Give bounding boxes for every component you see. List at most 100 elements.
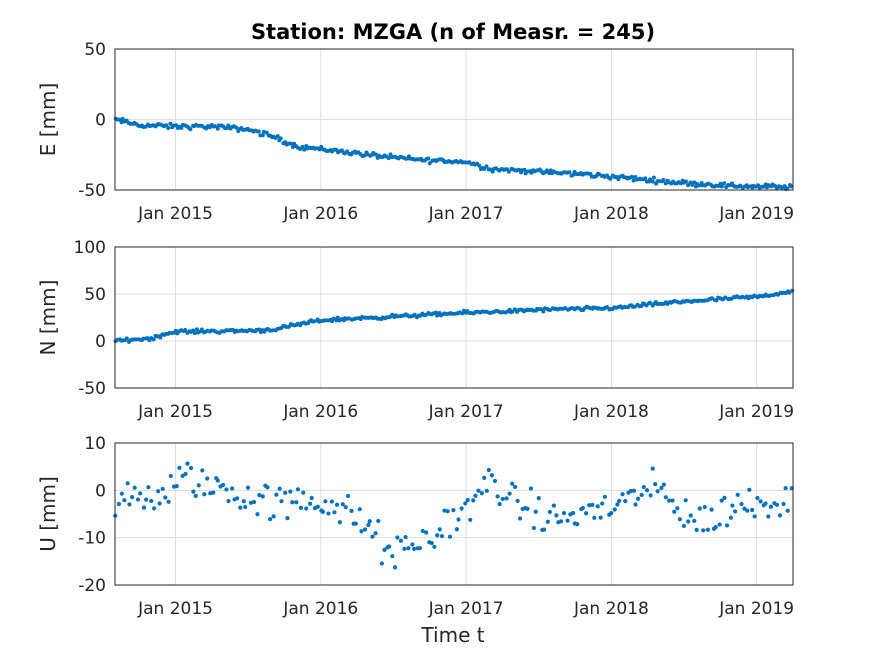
data-point	[116, 501, 122, 507]
data-point	[309, 495, 314, 501]
data-point	[301, 490, 306, 495]
data-point	[323, 499, 328, 504]
x-tick-label: Jan 2017	[428, 599, 504, 619]
data-point	[199, 327, 204, 332]
data-point	[390, 554, 395, 559]
data-point	[220, 482, 226, 488]
data-point	[672, 509, 677, 514]
data-point	[424, 530, 429, 535]
data-point	[547, 509, 552, 515]
data-point	[191, 489, 196, 494]
data-point	[661, 482, 666, 487]
data-point	[149, 498, 154, 504]
data-points	[113, 288, 795, 344]
data-point	[392, 565, 398, 570]
data-point	[230, 486, 235, 491]
x-tick-label: Jan 2019	[718, 599, 794, 619]
data-point	[260, 133, 265, 138]
data-point	[745, 508, 750, 513]
data-point	[561, 511, 567, 516]
data-point	[730, 503, 735, 508]
data-point	[510, 481, 515, 486]
data-point	[701, 528, 706, 533]
data-point	[639, 492, 644, 497]
data-point	[188, 465, 194, 471]
data-point	[185, 461, 190, 466]
data-point	[728, 515, 734, 520]
data-point	[429, 540, 434, 546]
data-point	[489, 473, 494, 478]
data-point	[670, 498, 675, 503]
data-point	[473, 493, 478, 498]
x-axis-label: Time t	[420, 623, 484, 647]
data-point	[302, 147, 307, 152]
data-point	[717, 522, 722, 527]
data-point	[234, 125, 239, 130]
data-point	[290, 144, 295, 149]
data-point	[777, 513, 783, 518]
data-point	[183, 471, 188, 477]
panel-1: Jan 2015 Jan 2016 Jan 2017 Jan 2018 Jan 2019…	[36, 40, 794, 224]
data-point	[504, 496, 509, 501]
data-point	[442, 508, 447, 513]
data-point	[657, 179, 662, 184]
data-point	[570, 510, 576, 516]
data-point	[164, 123, 169, 128]
data-point	[517, 516, 523, 521]
data-point	[768, 293, 773, 298]
data-point	[215, 126, 220, 131]
data-point	[590, 502, 595, 507]
data-point	[224, 487, 229, 492]
data-point	[241, 499, 246, 504]
data-point	[655, 489, 660, 494]
data-point	[192, 331, 197, 336]
data-point	[463, 501, 468, 506]
axes-frame	[114, 246, 794, 389]
axes-frame	[114, 48, 794, 191]
data-point	[785, 508, 790, 513]
data-point	[623, 499, 628, 504]
data-point	[454, 527, 459, 532]
data-point	[651, 175, 656, 180]
data-point	[290, 500, 295, 505]
data-point	[432, 544, 437, 549]
data-point	[628, 488, 633, 494]
data-point	[340, 502, 345, 507]
data-point	[362, 527, 368, 532]
data-point	[226, 123, 231, 128]
data-point	[256, 129, 261, 134]
data-point	[492, 478, 498, 484]
data-point	[525, 506, 530, 511]
data-point	[763, 501, 768, 506]
data-point	[766, 514, 771, 519]
data-point	[650, 179, 655, 184]
data-point	[410, 542, 415, 547]
data-point	[255, 512, 260, 517]
data-point	[719, 498, 724, 503]
data-point	[451, 508, 456, 513]
data-point	[279, 499, 284, 504]
data-point	[211, 490, 216, 495]
data-point	[238, 505, 243, 510]
x-tick-label: Jan 2015	[137, 402, 213, 422]
data-point	[158, 335, 163, 340]
data-point	[435, 313, 440, 318]
data-point	[157, 501, 162, 506]
data-point	[768, 504, 774, 509]
y-tick-label: -50	[78, 181, 106, 201]
data-point	[692, 518, 697, 523]
data-points	[113, 116, 794, 192]
y-axis-label: N [mm]	[36, 280, 60, 356]
y-tick-label: -10	[78, 529, 106, 549]
data-point	[288, 489, 293, 494]
data-point	[531, 525, 536, 531]
data-point	[160, 486, 165, 491]
data-point	[702, 504, 707, 510]
data-point	[739, 501, 744, 507]
data-point	[295, 487, 301, 492]
data-point	[641, 484, 646, 490]
data-point	[755, 495, 760, 501]
data-point	[484, 488, 489, 493]
data-point	[713, 525, 718, 530]
